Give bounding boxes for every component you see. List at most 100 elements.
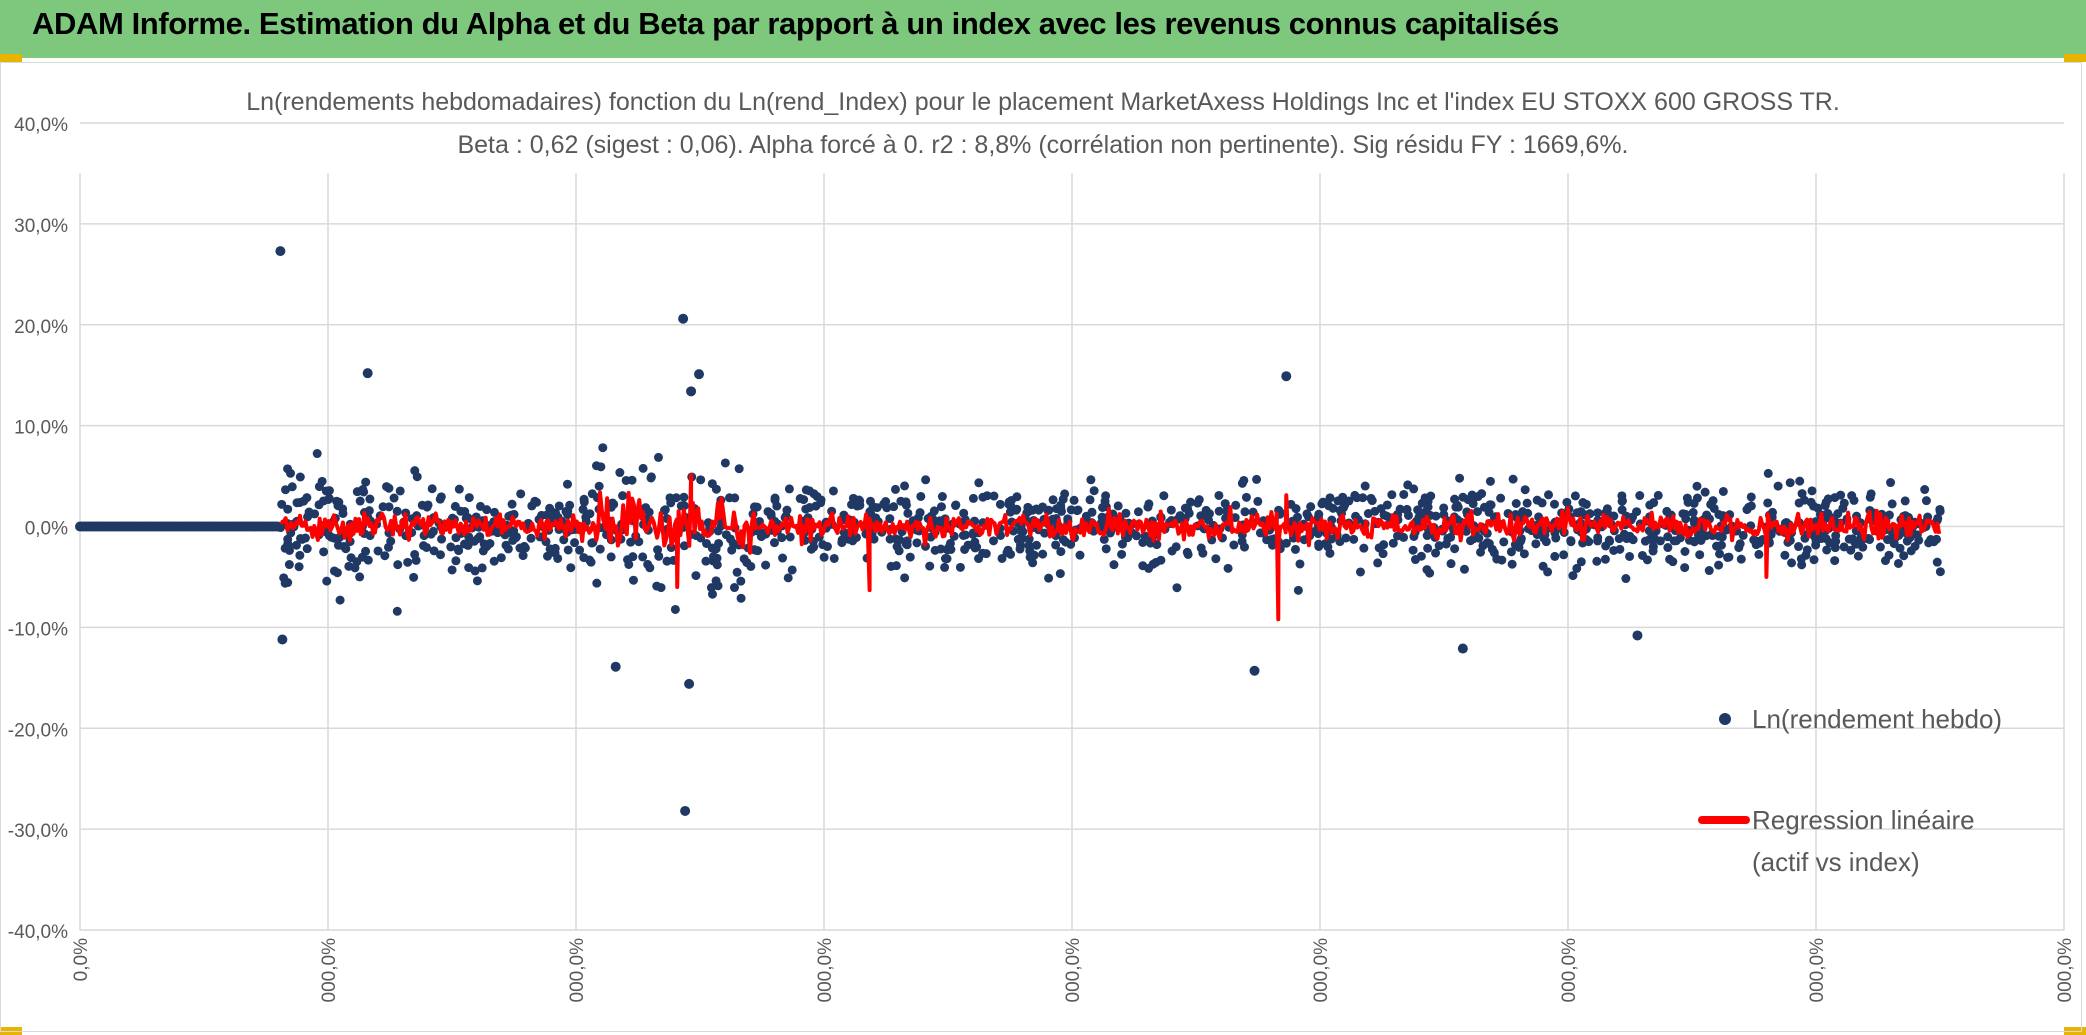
data-point <box>393 560 403 570</box>
data-point <box>451 533 461 543</box>
data-point <box>482 542 492 552</box>
data-point <box>1592 556 1602 566</box>
y-axis-ticks: 40,0% 30,0% 20,0% 10,0% 0,0% -10,0% -20,0% -30,… <box>8 115 68 943</box>
data-point <box>1893 558 1903 568</box>
data-point <box>1665 554 1675 564</box>
data-point <box>520 543 530 553</box>
data-point <box>1097 512 1107 522</box>
y-tick-label: -40,0% <box>8 922 68 943</box>
data-point <box>1237 478 1247 488</box>
data-point <box>1935 504 1945 514</box>
data-point <box>1887 499 1897 509</box>
data-point <box>1809 555 1819 565</box>
data-point <box>1650 534 1660 544</box>
data-point <box>711 484 721 494</box>
data-point <box>806 544 816 554</box>
data-point <box>1482 538 1492 548</box>
data-point <box>1829 538 1839 548</box>
x-tick-label: 000,0% <box>1807 938 1828 1003</box>
data-point <box>587 538 597 548</box>
data-point <box>1293 585 1303 595</box>
data-point <box>1431 548 1441 558</box>
data-point <box>708 552 718 562</box>
data-point <box>1549 499 1559 509</box>
data-point <box>1600 554 1610 564</box>
chart-title: Ln(rendements hebdomadaires) fonction du… <box>0 88 2086 117</box>
data-point <box>358 485 368 495</box>
data-point <box>871 513 881 523</box>
data-point <box>847 500 857 510</box>
data-point <box>295 498 305 508</box>
data-point <box>1511 498 1521 508</box>
data-point <box>628 575 638 585</box>
data-point <box>1459 564 1469 574</box>
data-point <box>581 512 591 522</box>
data-point <box>783 573 793 583</box>
data-point <box>869 534 879 544</box>
data-point <box>554 501 564 511</box>
data-point <box>461 513 471 523</box>
data-point <box>1692 493 1702 503</box>
data-point <box>1458 492 1468 502</box>
data-point <box>1604 535 1614 545</box>
data-point <box>936 502 946 512</box>
data-point <box>409 572 419 582</box>
data-point <box>621 475 631 485</box>
data-point <box>711 544 721 554</box>
data-point <box>329 533 339 543</box>
data-point <box>300 533 310 543</box>
data-point <box>1499 537 1509 547</box>
data-point <box>1797 560 1807 570</box>
data-point <box>575 545 585 555</box>
data-point <box>1763 498 1773 508</box>
data-point <box>901 539 911 549</box>
data-point <box>721 530 731 540</box>
data-point <box>412 472 422 482</box>
y-tick-label: 10,0% <box>14 418 68 439</box>
data-point <box>1899 551 1909 561</box>
x-tick-label: 000,0% <box>319 938 340 1003</box>
data-point <box>1198 548 1208 558</box>
data-point <box>511 533 521 543</box>
data-point <box>1531 539 1541 549</box>
data-point <box>314 500 324 510</box>
data-point <box>1653 490 1663 500</box>
data-point <box>900 573 910 583</box>
data-point <box>1223 563 1233 573</box>
data-point <box>1325 493 1335 503</box>
data-point <box>1403 510 1413 520</box>
data-point <box>730 493 740 503</box>
data-point <box>1507 559 1517 569</box>
data-point <box>1543 567 1553 577</box>
data-point <box>1325 548 1335 558</box>
data-point <box>855 500 865 510</box>
data-point <box>1382 511 1392 521</box>
data-point <box>1048 514 1058 524</box>
data-point <box>1570 491 1580 501</box>
data-point <box>1489 548 1499 558</box>
data-point <box>1476 547 1486 557</box>
data-point <box>550 548 560 558</box>
data-point <box>1695 550 1705 560</box>
data-point <box>1052 504 1062 514</box>
data-point <box>1794 542 1804 552</box>
data-point <box>594 481 604 491</box>
data-point <box>380 551 390 561</box>
data-point <box>1399 532 1409 542</box>
data-point <box>1846 545 1856 555</box>
data-point <box>286 468 296 478</box>
data-point <box>1550 551 1560 561</box>
data-point <box>1144 499 1154 509</box>
data-point-outlier <box>362 368 373 379</box>
data-point <box>1853 551 1863 561</box>
data-point-outlier <box>610 661 621 672</box>
data-point <box>516 489 526 499</box>
data-point <box>426 529 436 539</box>
data-point <box>475 501 485 511</box>
data-point <box>805 486 815 496</box>
data-point <box>1101 544 1111 554</box>
data-point <box>1746 501 1756 511</box>
data-point <box>1785 478 1795 488</box>
data-point <box>1833 509 1843 519</box>
